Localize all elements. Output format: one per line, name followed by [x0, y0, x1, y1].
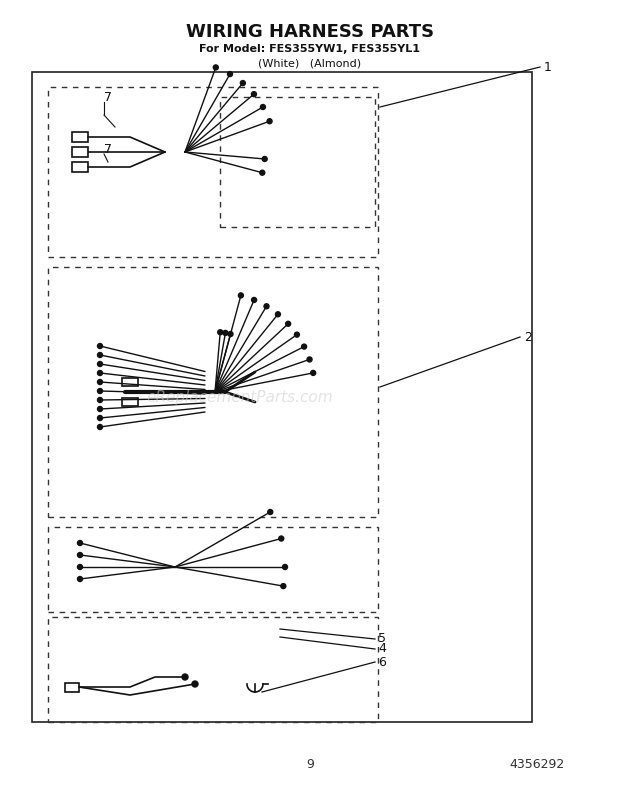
- Circle shape: [97, 416, 102, 420]
- Circle shape: [252, 297, 257, 302]
- Text: (White)   (Almond): (White) (Almond): [259, 58, 361, 68]
- Text: For Model: FES355YW1, FES355YL1: For Model: FES355YW1, FES355YL1: [200, 44, 420, 54]
- Text: 1: 1: [544, 61, 552, 73]
- Text: 7: 7: [104, 91, 112, 104]
- Circle shape: [97, 424, 102, 430]
- Circle shape: [97, 361, 102, 367]
- Circle shape: [97, 371, 102, 375]
- Circle shape: [264, 304, 269, 309]
- Bar: [72, 162, 88, 172]
- Bar: [72, 132, 88, 142]
- Circle shape: [78, 577, 82, 582]
- Circle shape: [228, 72, 232, 76]
- Circle shape: [286, 321, 291, 327]
- Circle shape: [283, 564, 288, 570]
- Circle shape: [192, 681, 198, 687]
- Circle shape: [97, 397, 102, 402]
- Circle shape: [260, 105, 265, 109]
- Circle shape: [268, 509, 273, 515]
- Circle shape: [223, 331, 228, 335]
- Circle shape: [279, 536, 284, 541]
- Circle shape: [78, 552, 82, 557]
- Circle shape: [78, 564, 82, 570]
- Text: eReplacementParts.com: eReplacementParts.com: [147, 390, 334, 405]
- Circle shape: [275, 312, 280, 317]
- Text: 6: 6: [378, 656, 386, 668]
- Circle shape: [97, 353, 102, 357]
- Bar: [65, 682, 79, 692]
- Bar: [122, 378, 138, 386]
- Circle shape: [301, 344, 307, 349]
- Text: 4356292: 4356292: [510, 759, 565, 771]
- Circle shape: [97, 343, 102, 349]
- Circle shape: [213, 65, 218, 70]
- Circle shape: [228, 331, 233, 337]
- Circle shape: [97, 407, 102, 412]
- Text: 9: 9: [306, 759, 314, 771]
- Bar: [72, 147, 88, 157]
- Circle shape: [97, 389, 102, 394]
- Circle shape: [238, 293, 244, 298]
- Circle shape: [267, 119, 272, 124]
- Circle shape: [218, 330, 223, 334]
- Circle shape: [78, 541, 82, 545]
- Text: 2: 2: [524, 331, 532, 343]
- Circle shape: [281, 584, 286, 589]
- Text: 7: 7: [104, 142, 112, 156]
- Circle shape: [307, 357, 312, 362]
- Circle shape: [252, 91, 257, 97]
- Text: 4: 4: [378, 642, 386, 656]
- Bar: [122, 398, 138, 406]
- Circle shape: [97, 379, 102, 385]
- Circle shape: [294, 332, 299, 337]
- Text: 5: 5: [378, 633, 386, 645]
- Circle shape: [182, 674, 188, 680]
- Text: WIRING HARNESS PARTS: WIRING HARNESS PARTS: [186, 23, 434, 41]
- Circle shape: [262, 157, 267, 161]
- Circle shape: [311, 371, 316, 375]
- Circle shape: [260, 170, 265, 176]
- Circle shape: [241, 80, 246, 86]
